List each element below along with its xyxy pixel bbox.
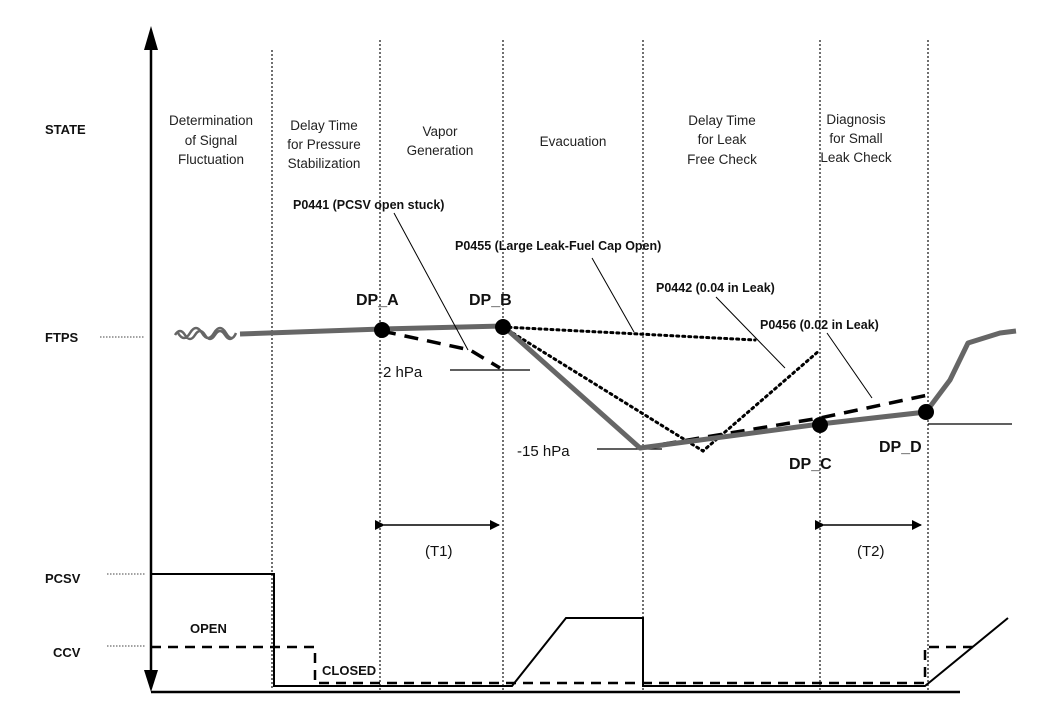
dp-b-marker xyxy=(495,319,511,335)
axis-up-arrow-icon xyxy=(144,26,158,50)
minus15-label: -15 hPa xyxy=(517,443,570,460)
phase-evacuation: Evacuation xyxy=(540,134,607,149)
phase-signal-fluctuation: Determination of Signal Fluctuation xyxy=(169,113,253,167)
ftps-label: FTPS xyxy=(45,330,79,345)
minus2-label: -2 hPa xyxy=(378,364,423,381)
closed-label: CLOSED xyxy=(322,663,376,678)
p0455-label: P0455 (Large Leak-Fuel Cap Open) xyxy=(455,239,661,253)
p0441-label: P0441 (PCSV open stuck) xyxy=(293,198,444,212)
p0442-label: P0442 (0.04 in Leak) xyxy=(656,281,775,295)
t1-label: (T1) xyxy=(425,543,453,560)
p0456-label: P0456 (0.02 in Leak) xyxy=(760,318,879,332)
dp-a-label: DP_A xyxy=(356,292,399,309)
phase-leak-free-check: Delay Time for Leak Free Check xyxy=(687,113,757,167)
axis-down-arrow-icon xyxy=(144,670,158,692)
vertical-axis xyxy=(144,26,158,692)
phase-vapor-generation: Vapor Generation xyxy=(407,124,474,158)
p0456-trace xyxy=(639,393,929,450)
dp-d-marker xyxy=(918,404,934,420)
open-label: OPEN xyxy=(190,621,227,636)
dp-c-label: DP_C xyxy=(789,456,832,473)
annotation-leaders xyxy=(393,212,873,399)
phase-dividers xyxy=(271,40,929,690)
dp-a-marker xyxy=(374,322,390,338)
t2-label: (T2) xyxy=(857,543,885,560)
dp-c-marker xyxy=(812,417,828,433)
p0441-trace xyxy=(381,329,501,370)
decision-point-markers xyxy=(374,319,934,433)
pcsv-label: PCSV xyxy=(45,571,81,586)
ccv-signal xyxy=(151,645,975,685)
ccv-label: CCV xyxy=(53,645,81,660)
row-leader-lines xyxy=(100,336,145,647)
phase-pressure-stabilization: Delay Time for Pressure Stabilization xyxy=(287,118,361,171)
dp-d-label: DP_D xyxy=(879,439,922,456)
ftps-trace xyxy=(173,323,1017,451)
state-label: STATE xyxy=(45,122,86,137)
phase-small-leak-check: Diagnosis for Small Leak Check xyxy=(820,112,892,165)
phase-titles: Determination of Signal Fluctuation Delay … xyxy=(169,112,892,171)
dp-b-label: DP_B xyxy=(469,292,512,309)
p0455-p0442-traces xyxy=(501,325,822,453)
pcsv-signal xyxy=(151,573,1009,687)
